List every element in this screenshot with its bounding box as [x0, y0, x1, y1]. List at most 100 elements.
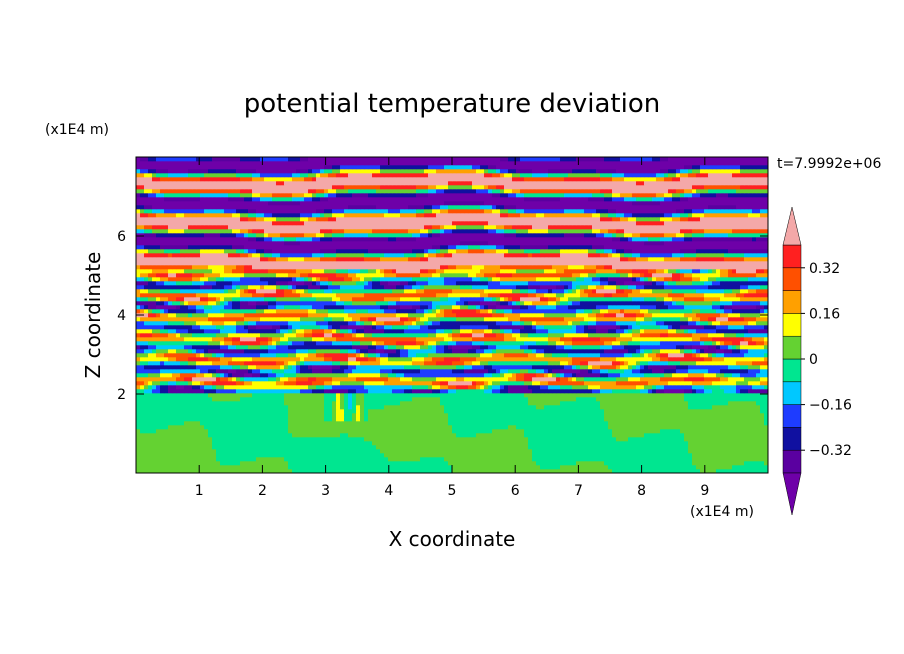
field-cell — [340, 421, 345, 426]
field-cell — [688, 425, 693, 430]
field-cell — [368, 457, 373, 462]
field-cell — [544, 369, 549, 374]
field-cell — [624, 449, 629, 454]
field-cell — [764, 433, 768, 438]
field-cell — [144, 425, 149, 430]
field-cell — [516, 377, 521, 382]
field-cell — [312, 345, 317, 350]
field-cell — [220, 457, 225, 462]
field-cell — [540, 373, 545, 378]
field-cell — [560, 453, 565, 458]
field-cell — [464, 441, 469, 446]
field-cell — [324, 381, 329, 386]
field-cell — [592, 381, 597, 386]
field-cell — [184, 421, 189, 426]
field-cell — [664, 401, 669, 406]
field-cell — [412, 413, 417, 418]
field-cell — [160, 401, 165, 406]
field-cell — [740, 377, 745, 382]
field-cell — [156, 445, 161, 450]
field-cell — [224, 433, 229, 438]
field-cell — [764, 465, 768, 470]
field-cell — [628, 357, 633, 362]
field-cell — [208, 353, 213, 358]
field-cell — [428, 425, 433, 430]
field-cell — [572, 401, 577, 406]
field-cell — [480, 453, 485, 458]
field-cell — [216, 457, 221, 462]
field-cell — [336, 349, 341, 354]
field-cell — [680, 409, 685, 414]
field-cell — [580, 401, 585, 406]
field-cell — [644, 389, 649, 394]
field-cell — [540, 445, 545, 450]
field-cell — [488, 389, 493, 394]
field-cell — [740, 357, 745, 362]
field-cell — [288, 441, 293, 446]
field-cell — [340, 429, 345, 434]
field-cell — [616, 377, 621, 382]
field-cell — [532, 373, 537, 378]
field-cell — [616, 453, 621, 458]
field-cell — [304, 433, 309, 438]
field-cell — [360, 349, 365, 354]
field-cell — [760, 357, 765, 362]
field-cell — [148, 425, 153, 430]
field-cell — [392, 413, 397, 418]
field-cell — [248, 469, 253, 473]
field-cell — [608, 457, 613, 462]
field-cell — [704, 353, 709, 358]
field-cell — [404, 369, 409, 374]
field-cell — [216, 453, 221, 458]
field-cell — [756, 377, 761, 382]
field-cell — [508, 405, 513, 410]
field-cell — [552, 445, 557, 450]
field-cell — [648, 349, 653, 354]
field-cell — [692, 377, 697, 382]
field-cell — [644, 449, 649, 454]
field-cell — [292, 345, 297, 350]
field-cell — [288, 429, 293, 434]
field-cell — [328, 401, 333, 406]
field-cell — [564, 425, 569, 430]
field-cell — [184, 361, 189, 366]
field-cell — [304, 453, 309, 458]
field-cell — [724, 397, 729, 402]
field-cell — [544, 429, 549, 434]
field-cell — [444, 457, 449, 462]
field-cell — [432, 421, 437, 426]
field-cell — [292, 377, 297, 382]
field-cell — [644, 405, 649, 410]
field-cell — [668, 413, 673, 418]
field-cell — [636, 417, 641, 422]
field-cell — [656, 397, 661, 402]
field-cell — [224, 361, 229, 366]
field-cell — [304, 421, 309, 426]
field-cell — [264, 429, 269, 434]
field-cell — [376, 413, 381, 418]
field-cell — [712, 389, 717, 394]
field-cell — [352, 417, 357, 422]
field-cell — [400, 377, 405, 382]
field-cell — [600, 369, 605, 374]
field-cell — [220, 441, 225, 446]
field-cell — [476, 369, 481, 374]
field-cell — [616, 365, 621, 370]
field-cell — [568, 385, 573, 390]
field-cell — [692, 349, 697, 354]
field-cell — [196, 349, 201, 354]
field-cell — [708, 381, 713, 386]
field-cell — [332, 353, 337, 358]
field-cell — [172, 401, 177, 406]
field-cell — [432, 397, 437, 402]
field-cell — [148, 413, 153, 418]
field-cell — [276, 441, 281, 446]
field-cell — [508, 445, 513, 450]
field-cell — [240, 429, 245, 434]
field-cell — [312, 421, 317, 426]
field-cell — [592, 373, 597, 378]
field-cell — [468, 461, 473, 466]
field-cell — [632, 425, 637, 430]
field-cell — [500, 461, 505, 466]
field-cell — [236, 413, 241, 418]
